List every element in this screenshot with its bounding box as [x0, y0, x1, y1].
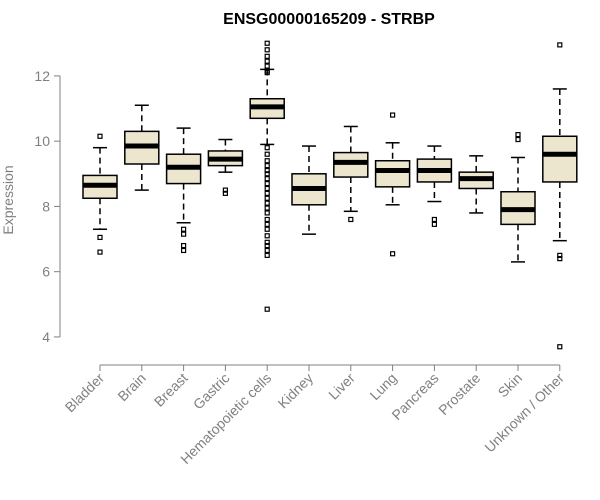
y-tick-label: 4 — [42, 329, 50, 345]
box-body — [542, 135, 578, 183]
box-skin — [500, 132, 536, 263]
outlier-point — [264, 63, 270, 69]
box-breast — [165, 127, 202, 254]
box-body — [374, 159, 411, 188]
y-tick-label: 8 — [42, 198, 50, 214]
outlier-point — [97, 133, 103, 139]
outlier-point — [181, 247, 187, 254]
outlier-point — [264, 242, 270, 249]
x-tick-label: Lung — [366, 370, 399, 403]
outlier-point — [557, 252, 563, 258]
outlier-point — [97, 234, 103, 241]
x-tick-label: Kidney — [275, 370, 317, 412]
box-lung — [374, 112, 411, 257]
box-hematopoietic-cells — [249, 40, 285, 312]
box-liver — [333, 125, 369, 223]
y-tick-label: 6 — [42, 264, 50, 280]
outlier-point — [264, 210, 270, 216]
outlier-point — [264, 70, 270, 76]
x-tick-label: Prostate — [435, 370, 483, 418]
outlier-point — [264, 239, 270, 245]
x-tick-label: Skin — [495, 370, 526, 401]
outlier-point — [264, 233, 270, 239]
chart-title: ENSG00000165209 - STRBP — [223, 11, 435, 28]
outlier-point — [264, 167, 270, 174]
outlier-point — [264, 180, 270, 187]
outlier-point — [264, 226, 270, 232]
outlier-point — [264, 306, 270, 312]
box-series — [82, 40, 578, 350]
outlier-point — [264, 216, 270, 223]
box-prostate — [458, 155, 494, 214]
outlier-point — [390, 112, 396, 118]
outlier-point — [348, 216, 354, 223]
outlier-point — [264, 252, 270, 258]
outlier-point — [431, 221, 437, 227]
x-tick-label: Brain — [114, 370, 148, 404]
x-tick-label: Liver — [325, 370, 358, 403]
y-tick-label: 12 — [34, 68, 50, 84]
outlier-point — [222, 190, 228, 196]
outlier-point — [557, 344, 563, 350]
outlier-point — [264, 40, 270, 46]
outlier-point — [264, 53, 270, 59]
outlier-point — [181, 242, 187, 249]
outlier-point — [97, 249, 103, 255]
outlier-point — [264, 145, 270, 151]
outlier-point — [557, 256, 563, 262]
outlier-point — [515, 136, 521, 143]
outlier-point — [264, 190, 270, 196]
box-unknown-other — [542, 42, 578, 350]
outlier-point — [264, 195, 270, 201]
y-tick-label: 10 — [34, 133, 50, 149]
outlier-point — [515, 132, 521, 138]
outlier-point — [181, 231, 187, 237]
box-gastric — [207, 138, 244, 196]
outlier-point — [557, 42, 563, 48]
outlier-point — [264, 151, 270, 157]
outlier-point — [264, 171, 270, 177]
x-tick-label: Bladder — [62, 370, 108, 416]
box-bladder — [82, 133, 118, 255]
outlier-point — [264, 205, 270, 211]
outlier-point — [264, 176, 270, 182]
outlier-point — [181, 226, 187, 232]
outlier-point — [264, 163, 270, 169]
x-tick-label: Unknown / Other — [481, 370, 567, 456]
outlier-point — [264, 185, 270, 192]
x-tick-label: Breast — [151, 370, 191, 410]
outlier-point — [264, 58, 270, 64]
y-axis: 4 6 8 10 12 — [34, 68, 61, 345]
outlier-point — [264, 247, 270, 254]
outlier-point — [222, 187, 228, 193]
outlier-point — [264, 47, 270, 53]
outlier-point — [431, 216, 437, 223]
box-kidney — [291, 145, 327, 235]
y-axis-label: Expression — [0, 165, 16, 234]
outlier-point — [264, 221, 270, 227]
box-brain — [124, 104, 160, 191]
outlier-point — [264, 158, 270, 164]
box-pancreas — [416, 145, 453, 227]
outlier-point — [264, 200, 270, 206]
outlier-point — [390, 251, 396, 257]
